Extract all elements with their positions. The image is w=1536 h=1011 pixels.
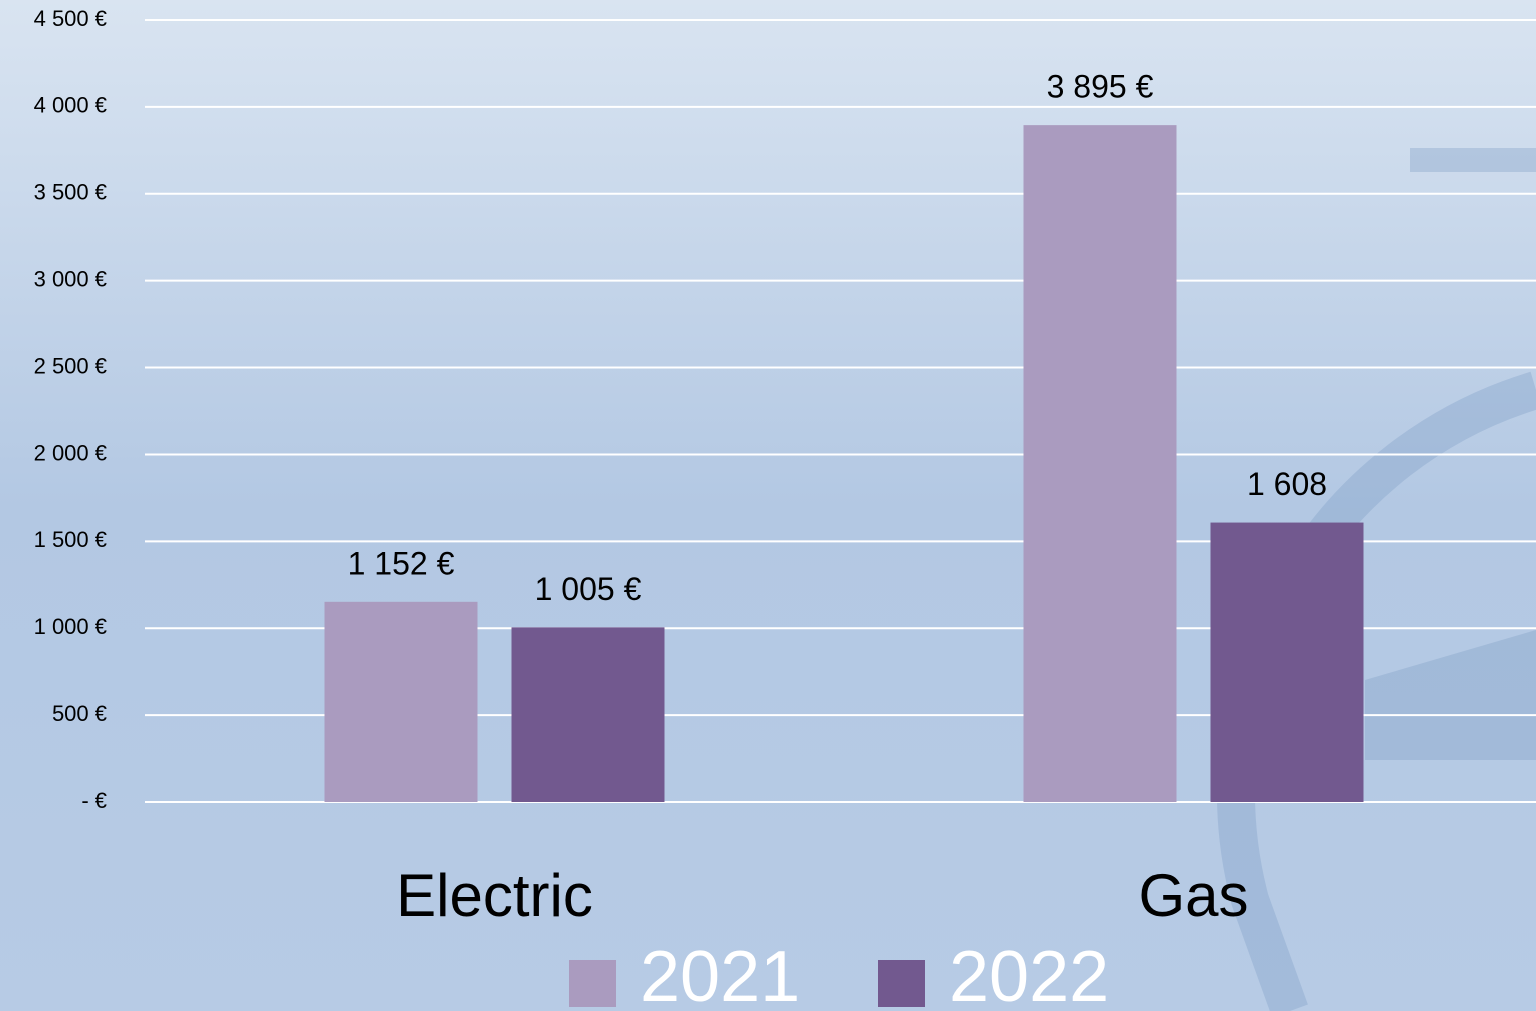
y-tick-label: 500 € (52, 701, 107, 726)
x-tick-label: Gas (1138, 862, 1248, 929)
data-label: 1 608 (1247, 466, 1327, 502)
bar (324, 601, 478, 802)
y-tick-label: 3 500 € (34, 180, 107, 205)
legend-label: 2021 (640, 937, 800, 1011)
y-tick-label: 1 000 € (34, 614, 107, 639)
bar (1210, 522, 1364, 802)
y-tick-label: - € (81, 788, 107, 813)
y-tick-label: 2 500 € (34, 353, 107, 378)
decor-shape (1365, 630, 1536, 760)
data-label: 1 005 € (535, 571, 642, 607)
y-tick-label: 4 000 € (34, 93, 107, 118)
decor-bar (1410, 148, 1536, 172)
y-tick-label: 3 000 € (34, 266, 107, 291)
x-tick-label: Electric (396, 862, 593, 929)
legend-label: 2022 (949, 937, 1109, 1011)
legend-swatch (569, 960, 616, 1007)
bar (1023, 125, 1177, 802)
legend-swatch (878, 960, 925, 1007)
data-label: 3 895 € (1047, 69, 1154, 105)
y-tick-label: 1 500 € (34, 527, 107, 552)
bar (511, 627, 665, 802)
y-tick-label: 4 500 € (34, 6, 107, 31)
data-label: 1 152 € (348, 545, 455, 581)
y-tick-label: 2 000 € (34, 440, 107, 465)
